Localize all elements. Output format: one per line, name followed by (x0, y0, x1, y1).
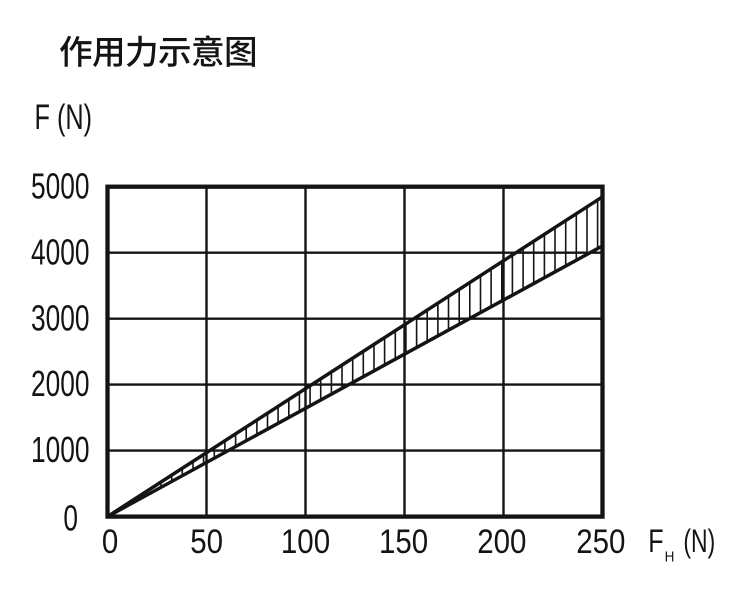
svg-text:F (N): F (N) (35, 98, 93, 137)
svg-text:4000: 4000 (31, 231, 90, 272)
svg-text:50: 50 (190, 523, 223, 561)
svg-text:F: F (648, 523, 663, 559)
svg-text:5000: 5000 (31, 165, 90, 206)
svg-text:H: H (665, 549, 675, 565)
svg-text:2000: 2000 (31, 363, 90, 404)
svg-text:(N): (N) (683, 523, 715, 559)
svg-text:150: 150 (379, 523, 428, 561)
svg-text:0: 0 (102, 523, 118, 561)
svg-text:200: 200 (477, 523, 526, 561)
svg-text:3000: 3000 (31, 297, 90, 338)
svg-text:1000: 1000 (31, 429, 90, 470)
svg-text:0: 0 (63, 497, 78, 538)
svg-text:100: 100 (281, 523, 330, 561)
svg-text:250: 250 (576, 523, 625, 561)
